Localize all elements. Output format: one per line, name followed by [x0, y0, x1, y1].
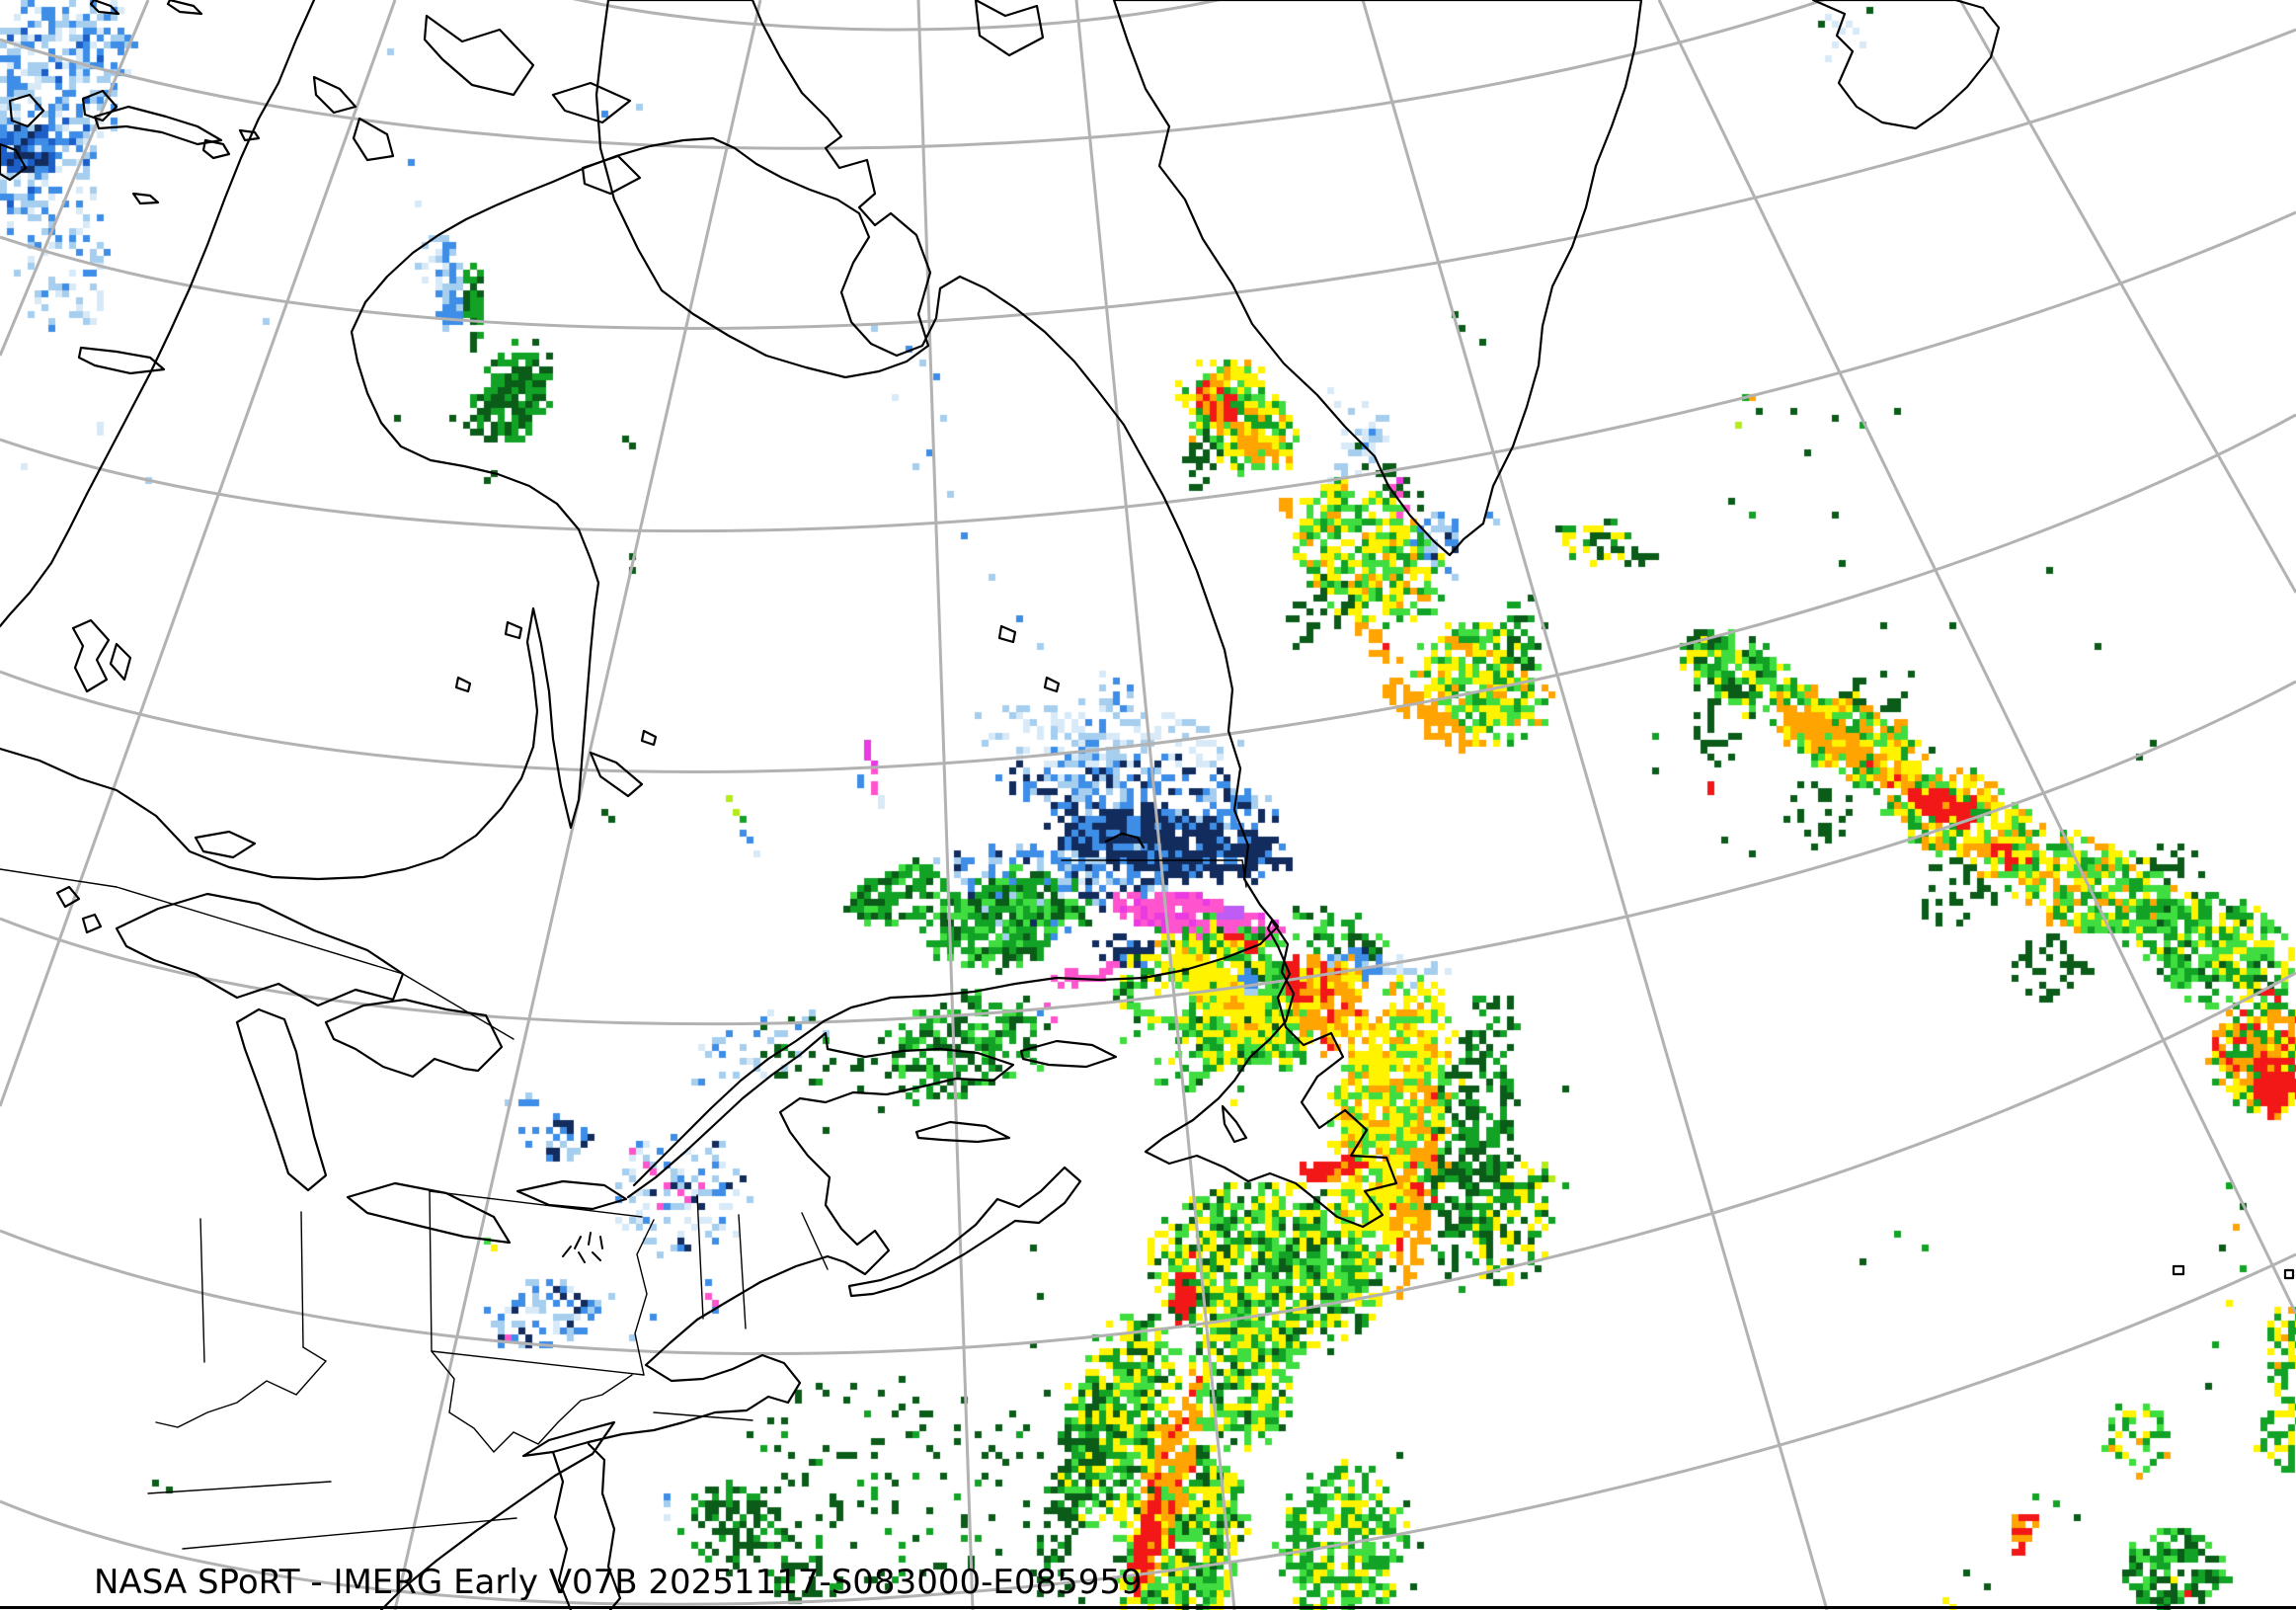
political-borders [0, 859, 1247, 1550]
map-frame-bottom-edge [0, 1606, 2296, 1609]
product-caption: NASA SPoRT - IMERG Early V07B 20251117-S… [94, 1563, 1143, 1602]
